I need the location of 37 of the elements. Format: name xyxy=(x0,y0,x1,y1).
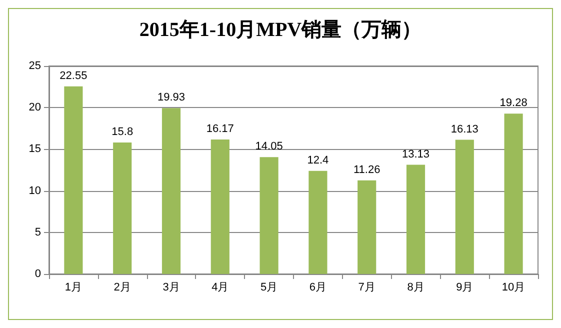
data-label: 22.55 xyxy=(60,70,88,82)
bar xyxy=(308,170,328,274)
data-label: 19.93 xyxy=(157,92,186,104)
bar xyxy=(210,139,230,274)
y-tick-label: 10 xyxy=(28,184,41,197)
bar xyxy=(455,140,474,274)
chart-title: 2015年1-10月MPV销量（万辆） xyxy=(139,19,422,41)
x-tick-label: 9月 xyxy=(456,282,474,294)
y-tick-label: 20 xyxy=(28,102,41,114)
y-tick-label: 5 xyxy=(34,226,41,238)
bar xyxy=(113,142,132,274)
data-label: 15.8 xyxy=(112,126,134,138)
x-tick-label: 6月 xyxy=(309,282,327,294)
x-tick-label: 10月 xyxy=(502,282,526,294)
data-label: 11.26 xyxy=(353,164,380,176)
y-tick-label: 25 xyxy=(28,60,41,72)
x-tick-label: 1月 xyxy=(64,282,82,294)
data-label: 13.13 xyxy=(402,148,430,160)
x-tick-label: 2月 xyxy=(114,282,131,294)
y-tick-label: 0 xyxy=(34,268,41,280)
data-label: 19.28 xyxy=(500,97,528,110)
bar xyxy=(162,108,181,274)
data-label: 16.13 xyxy=(450,123,478,136)
bar xyxy=(64,86,83,274)
data-label: 14.05 xyxy=(255,140,283,153)
bar xyxy=(504,114,523,274)
x-tick-label: 3月 xyxy=(162,282,180,294)
data-label: 12.4 xyxy=(307,154,329,166)
y-tick-label: 15 xyxy=(28,143,41,156)
bar xyxy=(260,157,278,274)
x-tick-label: 4月 xyxy=(212,282,229,294)
bar xyxy=(406,164,426,274)
x-tick-label: 7月 xyxy=(358,282,376,294)
x-tick-label: 8月 xyxy=(407,282,424,294)
data-label: 16.17 xyxy=(206,122,234,135)
x-tick-label: 5月 xyxy=(260,282,278,294)
bar xyxy=(358,180,376,274)
